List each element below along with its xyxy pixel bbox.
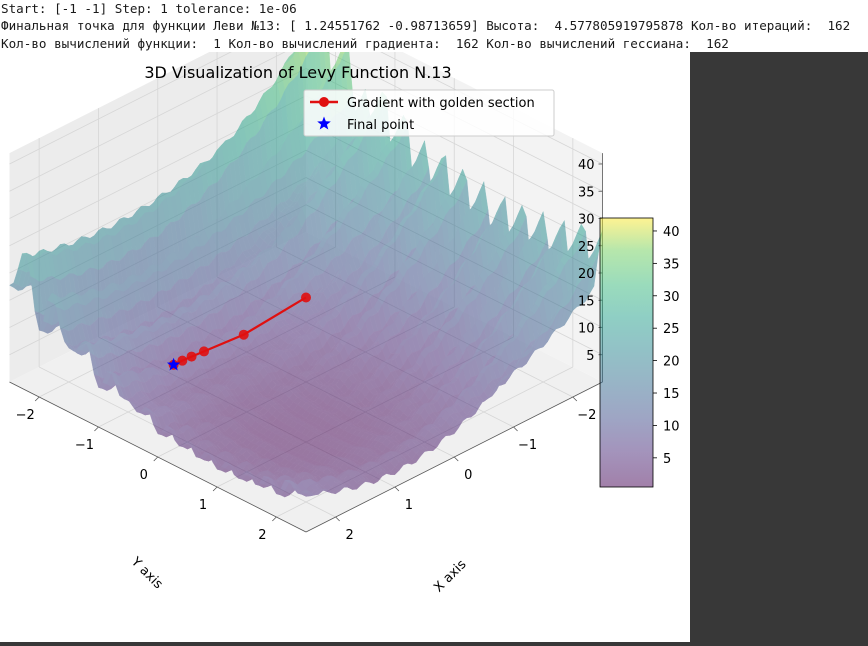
path-point — [239, 330, 249, 340]
console-line-start: Start: [-1 -1] Step: 1 tolerance: 1e-06 — [1, 0, 297, 18]
path-point — [301, 292, 311, 302]
z-tick-label: 30 — [578, 213, 595, 228]
y-tick-mark — [35, 397, 39, 401]
path-point — [199, 346, 209, 356]
y-tick-label: −1 — [75, 438, 94, 453]
x-tick-mark — [514, 427, 518, 431]
x-tick-label: 1 — [405, 498, 413, 513]
y-tick-mark — [272, 517, 276, 521]
z-tick-label: 10 — [578, 322, 595, 337]
x-tick-label: 0 — [464, 468, 472, 483]
z-tick-label: 5 — [586, 349, 594, 364]
y-tick-mark — [213, 487, 217, 491]
x-tick-mark — [336, 517, 340, 521]
path-point — [187, 352, 197, 362]
y-tick-label: −2 — [16, 408, 35, 423]
y-tick-label: 2 — [258, 528, 266, 543]
figure: 3D Visualization of Levy Function N.13 −… — [0, 52, 690, 642]
x-tick-mark — [573, 397, 577, 401]
y-tick-mark — [154, 457, 158, 461]
x-tick-label: −2 — [577, 408, 596, 423]
z-tick-label: 20 — [578, 267, 595, 282]
console-line-evaluations: Кол-во вычислений функции: 1 Кол-во вычи… — [1, 35, 729, 53]
x-tick-label: −1 — [518, 438, 537, 453]
z-tick-label: 25 — [578, 240, 595, 255]
levy-3d-chart: 3D Visualization of Levy Function N.13 −… — [0, 52, 690, 642]
path-point — [177, 356, 187, 366]
y-tick-mark — [94, 427, 98, 431]
y-tick-label: 1 — [199, 498, 207, 513]
x-tick-mark — [395, 487, 399, 491]
y-tick-label: 0 — [140, 468, 148, 483]
x-tick-label: 2 — [346, 528, 354, 543]
console-output: Start: [-1 -1] Step: 1 tolerance: 1e-06 … — [0, 0, 868, 52]
console-line-final-point: Финальная точка для функции Леви №13: [ … — [1, 17, 850, 35]
chart-title: 3D Visualization of Levy Function N.13 — [144, 63, 451, 82]
z-tick-label: 15 — [578, 294, 595, 309]
x-tick-mark — [454, 457, 458, 461]
z-tick-label: 35 — [578, 185, 595, 200]
